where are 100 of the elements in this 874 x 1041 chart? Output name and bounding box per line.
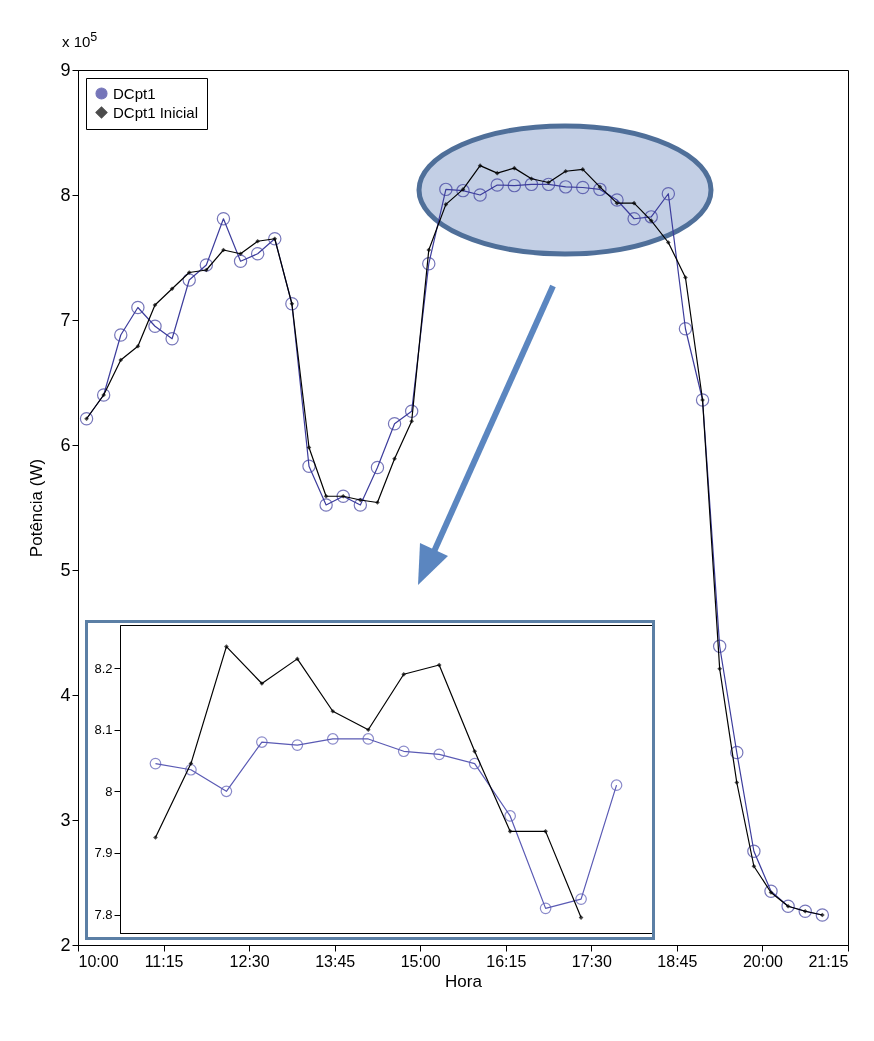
point — [541, 177, 556, 192]
point — [610, 779, 623, 791]
point — [575, 893, 587, 905]
point — [199, 258, 214, 272]
point — [323, 493, 329, 499]
point — [268, 232, 282, 246]
point — [404, 404, 419, 418]
point — [224, 644, 229, 649]
point — [149, 757, 162, 770]
x-tick-label: 21:15 — [808, 952, 849, 970]
x-tick-label: 12:30 — [229, 952, 270, 970]
point — [472, 748, 478, 754]
point — [456, 183, 470, 198]
point — [285, 297, 299, 311]
point — [558, 180, 573, 194]
point — [477, 163, 483, 168]
point — [79, 412, 94, 426]
point — [730, 745, 744, 760]
y-tick-label: 9 — [60, 59, 71, 80]
y-tick-label: 3 — [60, 809, 71, 830]
x-tick-label: 11:15 — [144, 952, 184, 970]
point — [610, 193, 624, 207]
point — [436, 662, 442, 668]
point — [683, 275, 688, 280]
point — [216, 212, 231, 226]
point — [524, 177, 539, 192]
point — [433, 748, 446, 761]
point — [507, 829, 513, 834]
point — [188, 761, 194, 766]
point — [678, 322, 693, 336]
point — [539, 902, 552, 915]
point — [135, 343, 141, 349]
point — [439, 182, 453, 197]
point — [387, 417, 402, 431]
point — [397, 745, 410, 758]
x-tick-label: 10:00 — [78, 952, 119, 970]
point — [695, 393, 710, 407]
point — [302, 459, 316, 473]
point — [152, 302, 158, 308]
point — [815, 908, 830, 922]
text: x 10$^{5}$ — [62, 30, 98, 50]
point — [422, 257, 436, 271]
x-axis-title: Hora — [445, 971, 483, 991]
point — [751, 863, 757, 869]
y-tick-label: 7.8 — [94, 907, 113, 923]
point — [665, 240, 671, 245]
point — [203, 267, 209, 273]
point — [426, 247, 432, 253]
x-tick-label: 16:15 — [486, 952, 527, 970]
point — [648, 218, 654, 223]
y-tick-label: 8.1 — [94, 722, 113, 738]
y-tick-label: 8 — [60, 184, 71, 205]
point — [148, 319, 162, 333]
x-tick-label: 17:30 — [571, 952, 612, 970]
point — [392, 456, 397, 462]
y-tick-label: 8.2 — [94, 660, 113, 676]
y-tick-label: 6 — [60, 434, 71, 455]
point — [233, 254, 248, 268]
point — [255, 238, 261, 244]
point — [511, 165, 517, 171]
point — [238, 251, 243, 257]
point — [627, 212, 641, 226]
point — [409, 418, 415, 424]
point — [507, 178, 522, 193]
point — [365, 727, 371, 733]
point — [798, 904, 812, 918]
point — [401, 671, 407, 677]
point — [529, 176, 534, 182]
point — [712, 639, 727, 653]
point — [580, 167, 586, 172]
point — [353, 498, 368, 512]
point — [504, 810, 516, 822]
point — [443, 202, 449, 207]
point — [185, 763, 197, 776]
point — [543, 829, 548, 834]
point — [362, 733, 375, 745]
point — [114, 328, 128, 342]
point — [661, 187, 676, 201]
point — [330, 708, 336, 714]
point — [357, 497, 363, 503]
point — [644, 210, 658, 224]
y-tick-label: 5 — [60, 559, 71, 580]
point — [578, 915, 584, 920]
point — [165, 332, 179, 346]
point — [96, 388, 111, 402]
point — [182, 273, 196, 287]
x-tick-label: 20:00 — [742, 952, 784, 970]
point — [153, 835, 158, 840]
point — [473, 188, 487, 202]
point — [326, 733, 339, 745]
point — [747, 844, 761, 858]
point — [220, 785, 233, 798]
point — [118, 357, 124, 363]
point — [717, 666, 723, 672]
point — [319, 498, 333, 512]
point — [291, 739, 304, 751]
y-tick-label: 7.9 — [94, 845, 113, 861]
point — [576, 180, 590, 195]
point — [131, 300, 145, 315]
y-tick-label: 2 — [60, 934, 71, 955]
